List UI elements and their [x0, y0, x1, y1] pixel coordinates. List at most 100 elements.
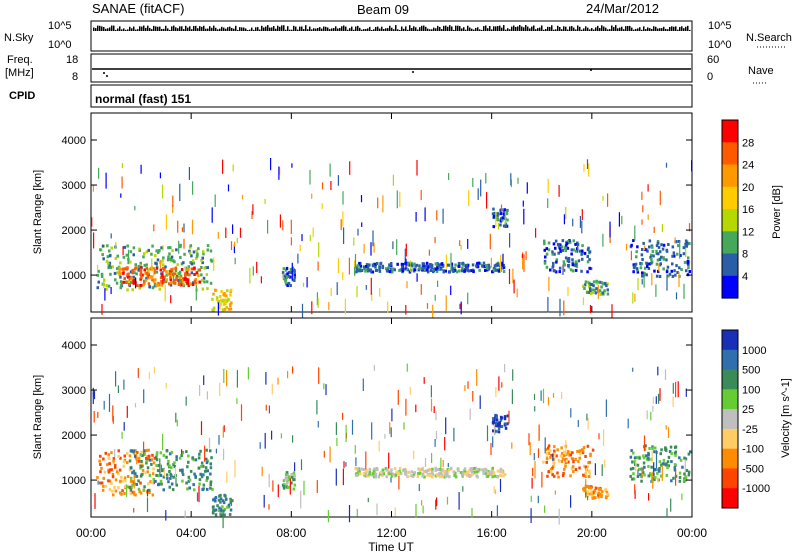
- scatter-cell: [209, 472, 212, 476]
- scatter-cell: [630, 250, 632, 261]
- scatter-cell: [625, 243, 628, 251]
- scatter-cell: [458, 269, 461, 273]
- scatter-cell: [563, 467, 566, 471]
- scatter-cell: [209, 281, 213, 285]
- scatter-cell: [345, 424, 347, 442]
- scatter-cell: [126, 485, 129, 489]
- scatter-cell: [471, 508, 473, 518]
- scatter-cell: [288, 477, 291, 481]
- scatter-cell: [595, 281, 598, 285]
- nsky-bar: [93, 27, 95, 31]
- scatter-cell: [441, 475, 444, 479]
- scatter-cell: [373, 475, 376, 479]
- nsky-bar: [597, 25, 599, 31]
- scatter-cell: [192, 181, 194, 195]
- scatter-cell: [505, 224, 509, 228]
- scatter-cell: [392, 241, 394, 250]
- scatter-cell: [466, 474, 469, 478]
- nsky-bar: [347, 29, 349, 31]
- scatter-cell: [567, 257, 570, 261]
- scatter-cell: [448, 173, 450, 180]
- scatter-cell: [378, 269, 382, 273]
- scatter-cell: [214, 499, 217, 503]
- colorbar-swatch: [722, 164, 738, 188]
- scatter-cell: [96, 476, 99, 479]
- scatter-cell: [473, 467, 476, 470]
- scatter-cell: [236, 398, 238, 404]
- scatter-cell: [481, 264, 484, 268]
- nsky-tick-bottom: 10^0: [48, 39, 72, 51]
- scatter-cell: [161, 259, 164, 263]
- scatter-cell: [559, 249, 562, 253]
- scatter-cell: [382, 472, 385, 476]
- scatter-cell: [129, 250, 133, 254]
- scatter-cell: [356, 472, 359, 476]
- scatter-cell: [219, 298, 223, 302]
- scatter-cell: [581, 451, 585, 455]
- scatter-cell: [374, 265, 377, 269]
- scatter-cell: [364, 470, 368, 474]
- scatter-cell: [545, 452, 549, 456]
- scatter-cell: [543, 248, 546, 252]
- scatter-cell: [286, 284, 289, 287]
- scatter-cell: [425, 261, 429, 265]
- scatter-cell: [128, 282, 131, 286]
- nsky-bar: [405, 26, 407, 31]
- scatter-cell: [388, 270, 392, 274]
- scatter-cell: [558, 247, 562, 251]
- nsky-bar: [679, 27, 681, 31]
- scatter-cell: [408, 263, 411, 267]
- scatter-cell: [343, 461, 345, 468]
- scatter-cell: [369, 268, 372, 272]
- scatter-cell: [450, 253, 452, 271]
- scatter-cell: [200, 278, 204, 282]
- scatter-cell: [430, 398, 433, 412]
- scatter-cell: [458, 492, 460, 510]
- scatter-cell: [562, 450, 566, 454]
- scatter-cell: [646, 410, 648, 420]
- nsky-bar: [573, 27, 575, 31]
- scatter-cell: [180, 268, 184, 271]
- scatter-cell: [93, 232, 95, 249]
- scatter-cell: [113, 271, 117, 275]
- scatter-cell: [570, 408, 572, 418]
- scatter-cell: [683, 456, 686, 460]
- x-tick-label: 16:00: [477, 526, 507, 540]
- nsky-bar: [111, 25, 113, 31]
- scatter-cell: [657, 269, 660, 273]
- scatter-cell: [637, 278, 639, 291]
- scatter-cell: [99, 470, 102, 474]
- scatter-cell: [572, 239, 575, 243]
- scatter-cell: [561, 474, 565, 478]
- scatter-cell: [175, 248, 178, 252]
- nsky-bar: [625, 26, 627, 31]
- nsky-bar: [651, 29, 653, 31]
- scatter-cell: [221, 299, 224, 303]
- scatter-cell: [292, 471, 296, 475]
- scatter-cell: [132, 451, 136, 455]
- scatter-cell: [214, 288, 217, 292]
- scatter-cell: [551, 473, 554, 477]
- scatter-cell: [202, 473, 205, 477]
- scatter-cell: [495, 418, 499, 422]
- nsky-bar: [167, 28, 169, 31]
- scatter-cell: [650, 257, 653, 261]
- scatter-cell: [165, 383, 167, 389]
- scatter-cell: [271, 383, 273, 395]
- scatter-cell: [545, 252, 549, 256]
- scatter-cell: [226, 471, 228, 483]
- scatter-cell: [284, 268, 288, 272]
- nsky-bar: [133, 26, 135, 31]
- power-panel-data: [91, 158, 693, 320]
- scatter-cell: [409, 386, 411, 395]
- scatter-cell: [587, 461, 590, 465]
- scatter-cell: [164, 265, 167, 269]
- scatter-cell: [442, 208, 444, 224]
- scatter-cell: [127, 275, 130, 279]
- scatter-cell: [389, 263, 392, 267]
- scatter-cell: [99, 463, 102, 466]
- scatter-cell: [391, 408, 393, 422]
- scatter-cell: [116, 271, 119, 275]
